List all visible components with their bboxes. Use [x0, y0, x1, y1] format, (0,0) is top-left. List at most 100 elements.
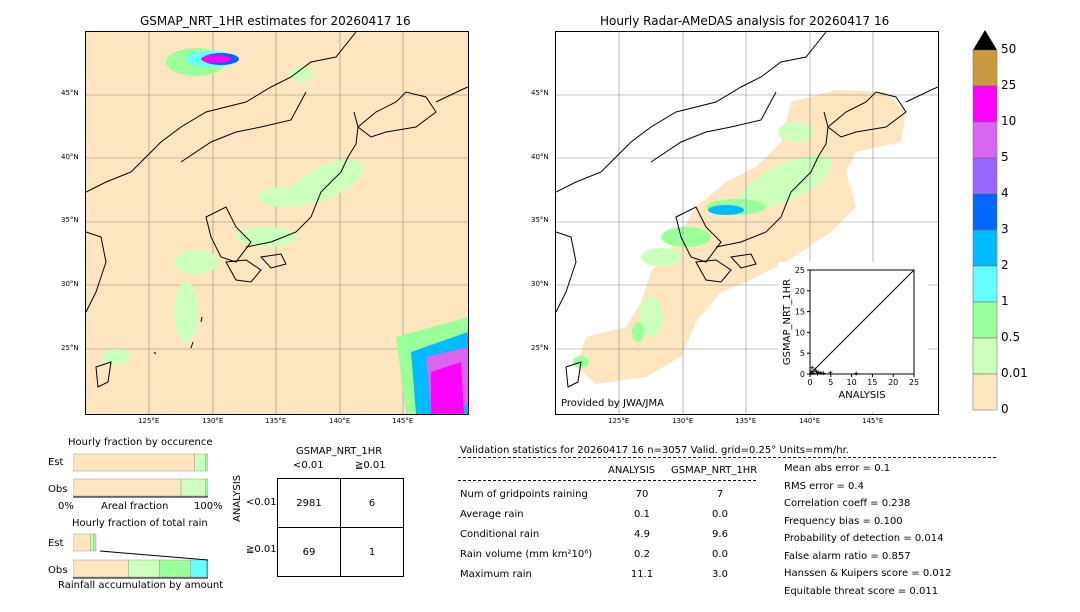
- occurence-xlabel: Areal fraction: [101, 501, 169, 512]
- occurence-bar-segment: [205, 478, 209, 497]
- right-map-svg: [556, 32, 938, 414]
- colorbar-label: 25: [1001, 78, 1017, 92]
- contingency-cell: 69: [277, 527, 341, 577]
- contingency-cell: 1: [340, 527, 404, 577]
- colorbar-segment: [972, 121, 998, 159]
- right-lon-tick-125: 125°E: [608, 417, 630, 425]
- scatter-x-tick-label: 25: [909, 378, 919, 387]
- left-map-title: GSMAP_NRT_1HR estimates for 20260417 16: [140, 14, 411, 28]
- right-lon-tick-135: 135°E: [735, 417, 757, 425]
- colorbar-label: 3: [1001, 222, 1009, 236]
- right-coverage-area: [573, 90, 906, 384]
- colorbar-segment: [972, 85, 998, 123]
- validation-row-gsmap: 0.0: [712, 549, 728, 560]
- scatter-x-tick-label: 5: [828, 378, 833, 387]
- scatter-point: [815, 371, 820, 376]
- validation-row-gsmap: 0.0: [712, 509, 728, 520]
- occurence-chart: [72, 452, 209, 498]
- contingency-title: GSMAP_NRT_1HR: [296, 446, 383, 457]
- validation-score: Probability of detection = 0.014: [784, 533, 944, 544]
- colorbar-segment: [972, 229, 998, 267]
- scatter-diagonal: [809, 269, 915, 375]
- occurence-chart-title: Hourly fraction by occurence: [68, 437, 213, 448]
- scatter-point: [854, 371, 859, 376]
- total-rain-chart-title: Hourly fraction of total rain: [72, 518, 208, 529]
- validation-col-gsmap: GSMAP_NRT_1HR: [671, 465, 758, 476]
- validation-score: Frequency bias = 0.100: [784, 515, 903, 527]
- validation-row-gsmap: 7: [716, 489, 724, 500]
- colorbar-segment: [972, 373, 998, 411]
- scatter-point: [809, 371, 814, 376]
- occurence-bar-segment: [72, 478, 182, 497]
- total-rain-bar-segment: [159, 559, 191, 578]
- right-lon-tick-140: 140°E: [799, 417, 821, 425]
- validation-row-label: Maximum rain: [460, 569, 532, 580]
- left-lon-tick-135: 135°E: [265, 417, 287, 425]
- validation-score: Mean abs error = 0.1: [784, 463, 891, 474]
- validation-row-label: Conditional rain: [460, 529, 540, 540]
- right-lat-tick-35: 35°N: [531, 216, 549, 224]
- left-coastlines: [86, 32, 468, 388]
- left-lon-tick-130: 130°E: [202, 417, 224, 425]
- validation-header: Validation statistics for 20260417 16 n=…: [460, 445, 849, 456]
- scatter-point: [821, 371, 826, 376]
- validation-row-gsmap: 3.0: [712, 569, 728, 580]
- left-map-svg: [86, 32, 468, 414]
- contingency-row-ge: ≧0.01: [246, 544, 277, 555]
- scatter-x-tick-label: 0: [807, 378, 812, 387]
- colorbar-segment: [972, 301, 998, 339]
- scatter-y-tick-label: 10: [795, 328, 805, 337]
- occurence-label-obs: Obs: [48, 484, 68, 495]
- total-rain-bar-segment: [206, 559, 215, 578]
- colorbar-label: 10: [1001, 114, 1017, 128]
- validation-row-analysis: 0.2: [634, 549, 650, 560]
- right-map-panel: [555, 31, 939, 415]
- total-rain-bar-segment: [90, 533, 94, 552]
- scatter-point: [818, 370, 823, 375]
- contingency-table: 2981 6 69 1: [277, 478, 404, 577]
- right-lon-tick-130: 130°E: [672, 417, 694, 425]
- colorbar: [970, 30, 1000, 414]
- colorbar-label: 2: [1001, 258, 1009, 272]
- total-rain-bar-segment: [128, 559, 160, 578]
- validation-row-label: Rain volume (mm km²10⁶): [460, 549, 593, 560]
- left-lat-tick-30: 30°N: [61, 280, 79, 288]
- occurence-tick-100: 100%: [194, 501, 223, 512]
- right-lat-tick-45: 45°N: [531, 89, 549, 97]
- validation-score: RMS error = 0.4: [784, 480, 864, 492]
- left-lon-tick-140: 140°E: [329, 417, 351, 425]
- colorbar-segment: [972, 157, 998, 195]
- colorbar-label: 50: [1001, 42, 1017, 56]
- right-coastlines: [556, 32, 938, 388]
- left-lat-tick-40: 40°N: [61, 153, 79, 161]
- right-lat-tick-30: 30°N: [531, 280, 549, 288]
- scatter-point: [828, 370, 833, 375]
- validation-row-analysis: 4.9: [634, 529, 650, 540]
- total-rain-chart: [72, 532, 226, 579]
- scatter-y-tick-label: 20: [795, 287, 805, 296]
- colorbar-label: 0: [1001, 402, 1009, 416]
- right-lon-tick-145: 145°E: [862, 417, 884, 425]
- scatter-ylabel: GSMAP_NRT_1HR: [782, 279, 793, 365]
- contingency-row-axis-label: ANALYSIS: [232, 474, 243, 522]
- validation-col-analysis: ANALYSIS: [608, 465, 656, 476]
- occurence-label-est: Est: [48, 457, 64, 468]
- left-rain-patches: [102, 48, 468, 414]
- contingency-cell: 2981: [277, 478, 341, 528]
- left-lon-tick-145: 145°E: [392, 417, 414, 425]
- total-rain-xlabel: Rainfall accumulation by amount: [58, 580, 224, 591]
- scatter-x-tick-label: 10: [847, 378, 857, 387]
- validation-row-analysis: 0.1: [634, 509, 650, 520]
- validation-row-label: Num of gridpoints raining: [460, 489, 588, 500]
- occurence-bar-segment: [205, 453, 209, 472]
- contingency-cell: 6: [340, 478, 404, 528]
- colorbar-segment: [972, 337, 998, 375]
- scatter-svg: 0 5 10 15 20 25 0 5 10 15 20 25 ANALYSIS GSMAP_NRT_1H…: [782, 266, 919, 401]
- right-map-title: Hourly Radar-AMeDAS analysis for 2026041…: [600, 14, 890, 28]
- colorbar-svg: [972, 30, 998, 411]
- total-rain-bar-segment: [72, 559, 129, 578]
- left-lon-tick-125: 125°E: [138, 417, 160, 425]
- colorbar-segment: [972, 193, 998, 231]
- right-lat-tick-25: 25°N: [531, 344, 549, 352]
- scatter-y-tick-label: 25: [795, 266, 805, 275]
